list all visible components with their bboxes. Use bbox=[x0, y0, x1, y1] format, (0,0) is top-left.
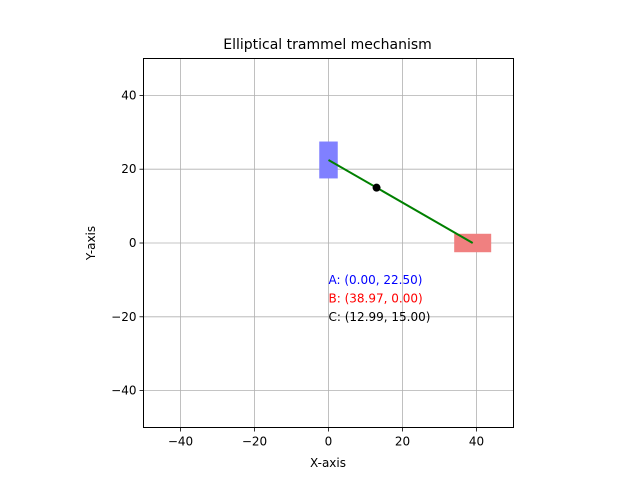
annotation-label: A: (0.00, 22.50) bbox=[329, 273, 423, 287]
chart-title: Elliptical trammel mechanism bbox=[223, 37, 432, 53]
point-c-marker bbox=[372, 183, 381, 192]
x-axis-label: X-axis bbox=[310, 456, 346, 470]
ticks: −40 −20 0 20 40 −40 −20 0 20 40 bbox=[111, 88, 484, 448]
trammel-rod-line bbox=[328, 159, 474, 244]
grid bbox=[143, 58, 514, 428]
x-tick-label: 40 bbox=[469, 435, 484, 449]
y-tick-label: 40 bbox=[121, 88, 136, 102]
annotation-label: B: (38.97, 0.00) bbox=[329, 291, 423, 305]
annotation-label: C: (12.99, 15.00) bbox=[329, 310, 431, 324]
y-tick-label: 20 bbox=[121, 162, 136, 176]
slider-block bbox=[319, 141, 338, 179]
y-tick-label: 0 bbox=[129, 236, 137, 250]
series bbox=[328, 159, 474, 244]
x-tick-label: −40 bbox=[168, 435, 193, 449]
x-tick-label: −20 bbox=[242, 435, 267, 449]
x-tick-label: 20 bbox=[395, 435, 410, 449]
y-tick-label: −40 bbox=[111, 384, 136, 398]
y-tick-label: −20 bbox=[111, 310, 136, 324]
points bbox=[372, 183, 381, 192]
y-axis-label: Y-axis bbox=[84, 226, 98, 261]
x-tick-label: 0 bbox=[325, 435, 333, 449]
annotations: A: (0.00, 22.50) B: (38.97, 0.00) C: (12.9… bbox=[329, 273, 431, 324]
